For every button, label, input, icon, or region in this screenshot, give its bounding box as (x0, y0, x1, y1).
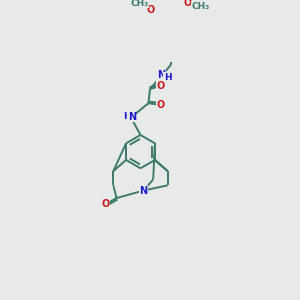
Text: O: O (157, 81, 165, 91)
Text: O: O (101, 200, 110, 209)
Text: CH₃: CH₃ (192, 2, 210, 11)
Text: O: O (184, 0, 192, 8)
Text: N: N (128, 112, 136, 122)
Text: O: O (156, 100, 164, 110)
Text: N: N (157, 70, 165, 80)
Text: O: O (146, 4, 155, 15)
Text: N: N (140, 185, 148, 196)
Text: H: H (164, 73, 171, 82)
Text: CH₃: CH₃ (130, 0, 148, 8)
Text: H: H (123, 112, 131, 121)
